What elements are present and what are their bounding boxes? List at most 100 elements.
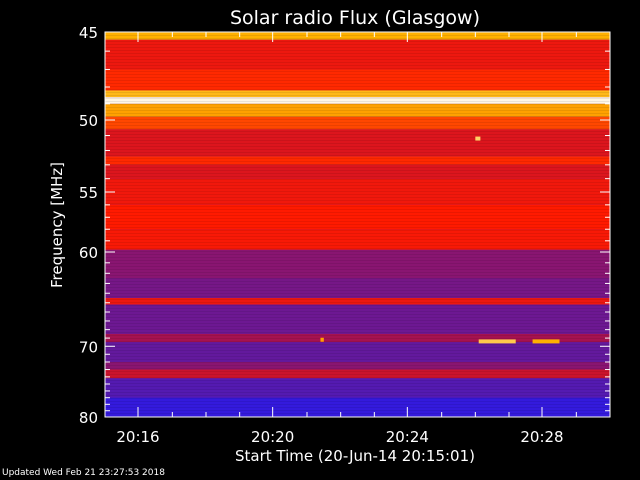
texture-line — [105, 83, 610, 84]
texture-line — [105, 323, 610, 324]
burst-event-1 — [532, 339, 560, 344]
texture-line — [105, 134, 610, 135]
texture-line — [105, 161, 610, 162]
texture-line — [105, 158, 610, 159]
texture-line — [105, 302, 610, 303]
texture-line — [105, 389, 610, 390]
texture-line — [105, 275, 610, 276]
texture-line — [105, 203, 610, 204]
texture-line — [105, 224, 610, 225]
texture-line — [105, 317, 610, 318]
texture-line — [105, 170, 610, 171]
frequency-band-11 — [105, 204, 610, 230]
texture-line — [105, 383, 610, 384]
texture-line — [105, 62, 610, 63]
texture-line — [105, 308, 610, 309]
texture-line — [105, 386, 610, 387]
frequency-band-14 — [105, 278, 610, 299]
texture-line — [105, 50, 610, 51]
texture-line — [105, 212, 610, 213]
texture-line — [105, 179, 610, 180]
texture-line — [105, 278, 610, 279]
texture-line — [105, 242, 610, 243]
frequency-band-22 — [105, 397, 610, 417]
texture-line — [105, 122, 610, 123]
texture-line — [105, 218, 610, 219]
texture-line — [105, 239, 610, 240]
frequency-band-13 — [105, 249, 610, 279]
texture-line — [105, 146, 610, 147]
texture-line — [105, 35, 610, 36]
texture-line — [105, 281, 610, 282]
texture-line — [105, 254, 610, 255]
texture-line — [105, 149, 610, 150]
texture-line — [105, 101, 610, 102]
texture-line — [105, 182, 610, 183]
texture-line — [105, 74, 610, 75]
texture-line — [105, 110, 610, 111]
texture-line — [105, 107, 610, 108]
texture-line — [105, 167, 610, 168]
frequency-band-4 — [105, 97, 610, 104]
texture-line — [105, 296, 610, 297]
frequency-band-9 — [105, 164, 610, 179]
texture-line — [105, 95, 610, 96]
texture-line — [105, 206, 610, 207]
texture-line — [105, 191, 610, 192]
texture-line — [105, 86, 610, 87]
frequency-band-8 — [105, 156, 610, 165]
y-tick-label: 55 — [79, 184, 98, 202]
texture-line — [105, 227, 610, 228]
texture-line — [105, 392, 610, 393]
y-tick-label: 70 — [79, 338, 98, 356]
texture-line — [105, 344, 610, 345]
frequency-band-7 — [105, 129, 610, 157]
texture-line — [105, 311, 610, 312]
texture-line — [105, 332, 610, 333]
frequency-band-12 — [105, 229, 610, 250]
texture-line — [105, 116, 610, 117]
texture-line — [105, 293, 610, 294]
texture-line — [105, 236, 610, 237]
texture-line — [105, 188, 610, 189]
x-tick-label: 20:24 — [386, 428, 429, 446]
texture-line — [105, 413, 610, 414]
texture-line — [105, 245, 610, 246]
texture-line — [105, 359, 610, 360]
texture-line — [105, 299, 610, 300]
texture-line — [105, 197, 610, 198]
y-tick-label: 60 — [79, 244, 98, 262]
texture-line — [105, 410, 610, 411]
x-tick-label: 20:16 — [116, 428, 159, 446]
burst-event-2 — [475, 136, 481, 141]
texture-line — [105, 407, 610, 408]
texture-line — [105, 44, 610, 45]
texture-line — [105, 68, 610, 69]
texture-line — [105, 320, 610, 321]
texture-line — [105, 269, 610, 270]
texture-line — [105, 98, 610, 99]
texture-line — [105, 353, 610, 354]
x-tick-label: 20:20 — [251, 428, 294, 446]
texture-line — [105, 290, 610, 291]
texture-line — [105, 263, 610, 264]
texture-line — [105, 371, 610, 372]
frequency-band-5 — [105, 103, 610, 117]
texture-line — [105, 56, 610, 57]
frequency-band-19 — [105, 362, 610, 370]
texture-line — [105, 365, 610, 366]
texture-line — [105, 185, 610, 186]
texture-line — [105, 113, 610, 114]
frequency-band-10 — [105, 178, 610, 205]
frequency-band-17 — [105, 333, 610, 343]
texture-line — [105, 200, 610, 201]
texture-line — [105, 341, 610, 342]
texture-line — [105, 59, 610, 60]
texture-line — [105, 326, 610, 327]
x-tick-label: 20:28 — [520, 428, 563, 446]
texture-line — [105, 233, 610, 234]
frequency-band-6 — [105, 116, 610, 130]
texture-line — [105, 173, 610, 174]
texture-line — [105, 368, 610, 369]
